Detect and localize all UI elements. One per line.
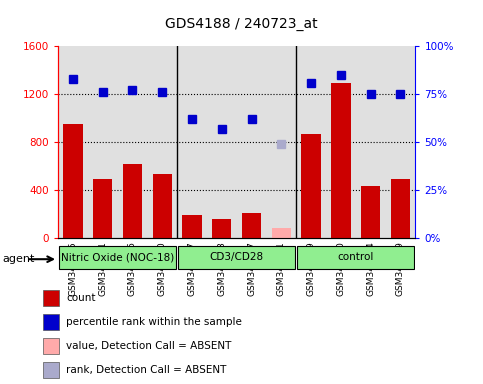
Bar bbox=[301, 134, 321, 238]
Bar bbox=[43, 290, 59, 306]
Text: count: count bbox=[66, 293, 96, 303]
Bar bbox=[59, 246, 176, 270]
Text: value, Detection Call = ABSENT: value, Detection Call = ABSENT bbox=[66, 341, 232, 351]
Bar bbox=[178, 246, 295, 270]
Text: percentile rank within the sample: percentile rank within the sample bbox=[66, 317, 242, 327]
Bar bbox=[93, 179, 113, 238]
Text: GDS4188 / 240723_at: GDS4188 / 240723_at bbox=[165, 17, 318, 31]
Text: control: control bbox=[338, 252, 374, 262]
Text: rank, Detection Call = ABSENT: rank, Detection Call = ABSENT bbox=[66, 365, 227, 375]
Text: CD3/CD28: CD3/CD28 bbox=[210, 252, 264, 262]
Bar bbox=[153, 174, 172, 238]
Text: agent: agent bbox=[2, 254, 35, 264]
Text: Nitric Oxide (NOC-18): Nitric Oxide (NOC-18) bbox=[61, 252, 174, 262]
Bar bbox=[242, 214, 261, 238]
Bar bbox=[43, 314, 59, 330]
Bar bbox=[63, 124, 83, 238]
Bar bbox=[43, 362, 59, 378]
Bar bbox=[391, 179, 410, 238]
Bar bbox=[331, 83, 351, 238]
Bar bbox=[182, 215, 202, 238]
Bar bbox=[361, 187, 381, 238]
Bar bbox=[43, 338, 59, 354]
Bar bbox=[297, 246, 414, 270]
Bar bbox=[212, 220, 231, 238]
Bar bbox=[271, 228, 291, 238]
Bar bbox=[123, 164, 142, 238]
